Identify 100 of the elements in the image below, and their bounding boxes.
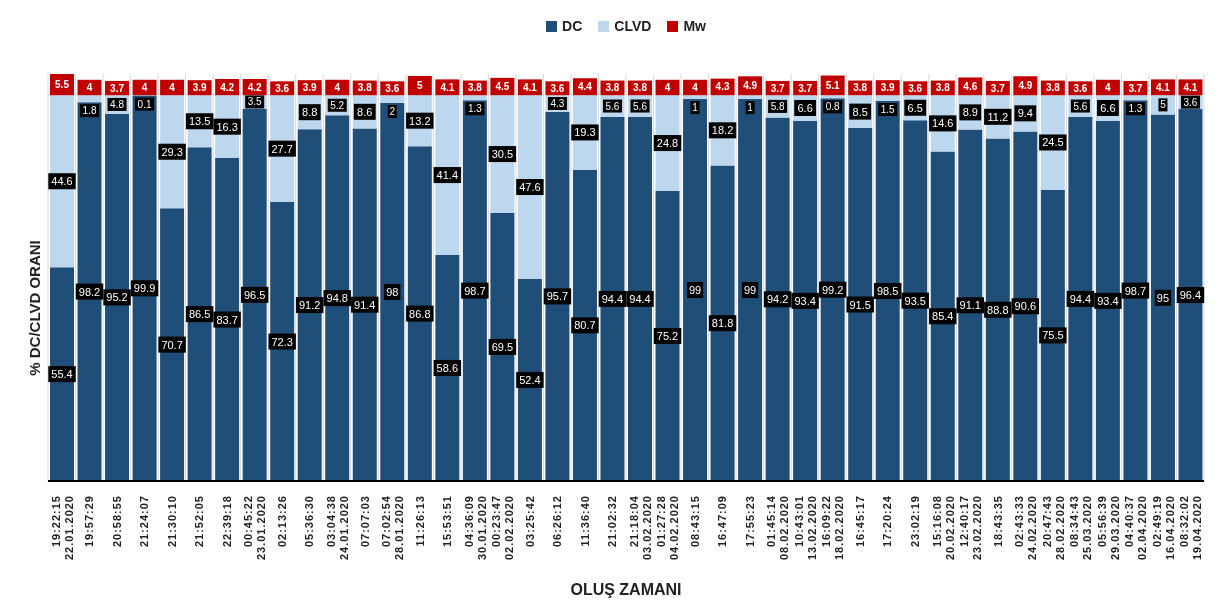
x-tick-label: 21:02:32 <box>606 495 619 548</box>
data-label: 4.5 <box>495 81 510 93</box>
data-label: 93.4 <box>794 294 816 307</box>
data-label: 4.4 <box>578 81 593 93</box>
data-label: 30.5 <box>491 148 514 161</box>
data-label: 4.3 <box>715 81 730 93</box>
data-label: 4.1 <box>1183 81 1198 93</box>
data-label: 4 <box>664 82 671 93</box>
x-tick-label: 03:04:38 24.01.2020 <box>325 495 350 561</box>
data-label: 93.5 <box>904 294 926 307</box>
data-label: 72.3 <box>271 335 293 348</box>
data-label: 95 <box>1156 291 1170 304</box>
x-tick-label: 21:52:05 <box>193 495 206 548</box>
x-tick-label: 11:26:13 <box>413 495 426 547</box>
data-label: 4.9 <box>743 80 758 92</box>
data-label: 86.5 <box>188 308 211 321</box>
data-label: 5 <box>1160 99 1167 111</box>
data-label: 99 <box>743 284 757 297</box>
x-tick-label: 21:24:07 <box>138 495 151 548</box>
x-tick-label: 07:07:03 <box>358 495 371 548</box>
data-label: 0.8 <box>825 101 841 113</box>
data-label: 94.8 <box>326 292 348 305</box>
data-label: 96.4 <box>1179 289 1202 302</box>
y-axis-title: % DC/CLVD ORANI <box>25 240 43 376</box>
x-tick-label: 04:36:09 30.01.2020 <box>462 495 488 561</box>
data-label: 1 <box>692 102 699 114</box>
data-label: 4 <box>692 82 699 93</box>
data-label: 5 <box>417 80 424 92</box>
data-label: 5.8 <box>770 100 786 112</box>
x-tick-label: 07:02:54 28.01.2020 <box>380 495 406 561</box>
data-label: 4 <box>86 82 93 93</box>
legend-label: DC <box>562 18 583 34</box>
x-tick-label: 10:43:01 13.02.2020 <box>792 495 818 561</box>
data-label: 3.7 <box>990 82 1006 94</box>
data-label: 5.1 <box>825 79 841 91</box>
x-tick-label: 00:45:22 23.01.2020 <box>242 495 268 561</box>
data-label: 90.6 <box>1014 300 1037 313</box>
data-label: 96.5 <box>243 288 266 301</box>
data-label: 8.9 <box>962 106 978 119</box>
data-label: 58.6 <box>436 361 459 374</box>
data-label: 94.2 <box>766 293 789 306</box>
data-label: 98 <box>386 285 399 298</box>
data-label: 4.9 <box>1018 80 1033 92</box>
data-label: 3.9 <box>192 82 208 94</box>
data-label: 98.7 <box>1124 284 1147 297</box>
data-label: 94.4 <box>601 292 624 305</box>
data-label: 80.7 <box>574 319 596 332</box>
data-label: 24.8 <box>656 137 679 150</box>
data-label: 44.6 <box>51 175 73 188</box>
data-label: 1 <box>747 102 754 114</box>
data-label: 3.8 <box>357 82 373 94</box>
data-label: 4.8 <box>110 98 125 110</box>
data-label: 4.2 <box>220 81 235 93</box>
data-label: 13.5 <box>188 115 211 128</box>
data-label: 75.5 <box>1042 329 1064 342</box>
data-label: 6.6 <box>797 101 813 114</box>
data-label: 91.2 <box>299 299 321 312</box>
x-tick-label: 01:45:14 08.02.2020 <box>765 495 791 561</box>
x-tick-label: 21:18:04 03.02.2020 <box>627 495 653 561</box>
x-tick-label: 23:02:19 <box>909 495 921 548</box>
x-tick-label: 02:43:33 24.02.2020 <box>1013 495 1039 561</box>
data-label: 91.4 <box>354 298 376 311</box>
data-label: 5.2 <box>330 99 345 111</box>
x-tick-label: 12:40:17 23.02.2020 <box>958 495 984 561</box>
data-label: 0.1 <box>137 98 152 110</box>
data-label: 95.7 <box>546 290 569 303</box>
x-tick-label: 20:58:55 <box>110 495 123 548</box>
data-label: 3.8 <box>605 82 620 94</box>
data-label: 27.7 <box>271 142 293 155</box>
data-label: 99 <box>688 284 702 297</box>
data-label: 6.6 <box>1100 101 1116 114</box>
x-tick-label: 08:34:43 25.03.2020 <box>1068 495 1094 561</box>
data-label: 3.7 <box>1128 82 1143 94</box>
x-tick-label: 02:13:26 <box>275 495 288 548</box>
data-label: 4.2 <box>247 81 263 93</box>
x-tick-label: 05:36:30 <box>303 495 316 548</box>
data-label: 81.8 <box>711 317 734 330</box>
data-label: 3.9 <box>880 82 896 94</box>
data-label: 94.4 <box>1069 292 1092 305</box>
x-tick-label: 08:43:15 <box>688 495 701 548</box>
data-label: 3.8 <box>633 82 648 94</box>
data-label: 14.6 <box>932 117 954 130</box>
data-label: 13.2 <box>409 114 431 127</box>
x-tick-label: 16:47:09 <box>716 495 729 548</box>
data-label: 86.8 <box>409 307 431 320</box>
data-label: 4.1 <box>522 81 538 93</box>
x-tick-label: 04:40:37 02.04.2020 <box>1123 495 1149 561</box>
data-label: 5.6 <box>1073 100 1088 112</box>
x-tick-label: 05:56:39 29.03.2020 <box>1095 495 1121 561</box>
data-label: 91.5 <box>849 298 871 311</box>
data-label: 94.4 <box>629 292 651 305</box>
data-label: 3.7 <box>798 82 813 94</box>
data-label: 98.2 <box>78 285 101 298</box>
data-label: 95.2 <box>106 291 128 304</box>
data-label: 99.9 <box>133 282 156 295</box>
data-label: 3.6 <box>550 82 565 94</box>
data-label: 85.4 <box>932 310 954 323</box>
x-axis-title: OLUŞ ZAMANI <box>569 581 683 599</box>
data-label: 3.8 <box>1045 82 1061 94</box>
legend-label: Mw <box>683 18 706 34</box>
